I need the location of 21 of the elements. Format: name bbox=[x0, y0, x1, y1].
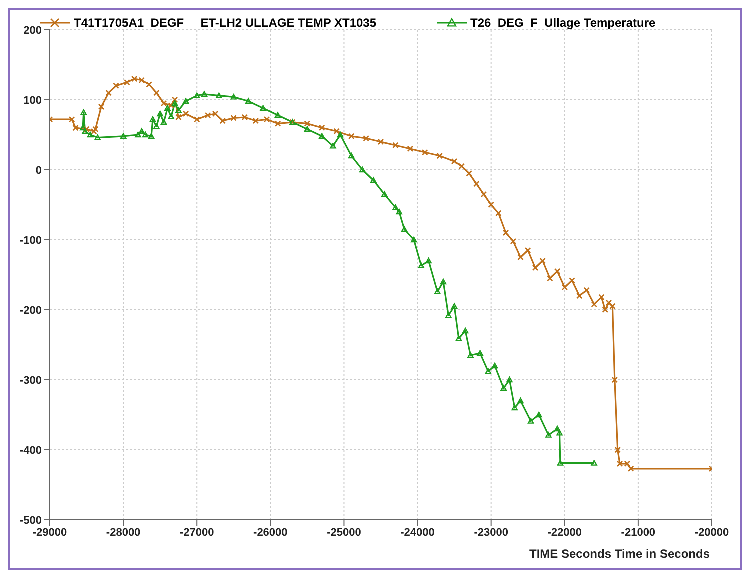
x-tick-label: -22000 bbox=[548, 526, 582, 539]
y-tick-label: -400 bbox=[20, 444, 42, 457]
legend-label: T26 DEG_F Ullage Temperature bbox=[470, 16, 656, 30]
y-tick-label: -300 bbox=[20, 374, 42, 387]
x-tick-label: -27000 bbox=[180, 526, 214, 539]
x-tick-label: -26000 bbox=[254, 526, 288, 539]
x-tick-label: -29000 bbox=[32, 526, 68, 539]
x-tick-label: -25000 bbox=[327, 526, 362, 539]
y-tick-label: -500 bbox=[20, 514, 42, 527]
y-tick-label: 100 bbox=[24, 94, 42, 107]
y-tick-label: -200 bbox=[20, 304, 42, 317]
x-tick-label: -21000 bbox=[621, 526, 656, 539]
y-tick-label: 200 bbox=[24, 24, 42, 37]
x-axis-title: TIME Seconds Time in Seconds bbox=[530, 547, 710, 561]
y-tick-label: 0 bbox=[36, 164, 42, 177]
y-tick-label: -100 bbox=[20, 234, 42, 247]
x-tick-label: -23000 bbox=[474, 526, 508, 539]
legend-label: T41T1705A1 DEGF ET-LH2 ULLAGE TEMP XT1035 bbox=[74, 16, 377, 30]
x-tick-label: -20000 bbox=[694, 526, 730, 539]
x-tick-label: -24000 bbox=[400, 526, 435, 539]
x-tick-label: -28000 bbox=[106, 526, 141, 539]
